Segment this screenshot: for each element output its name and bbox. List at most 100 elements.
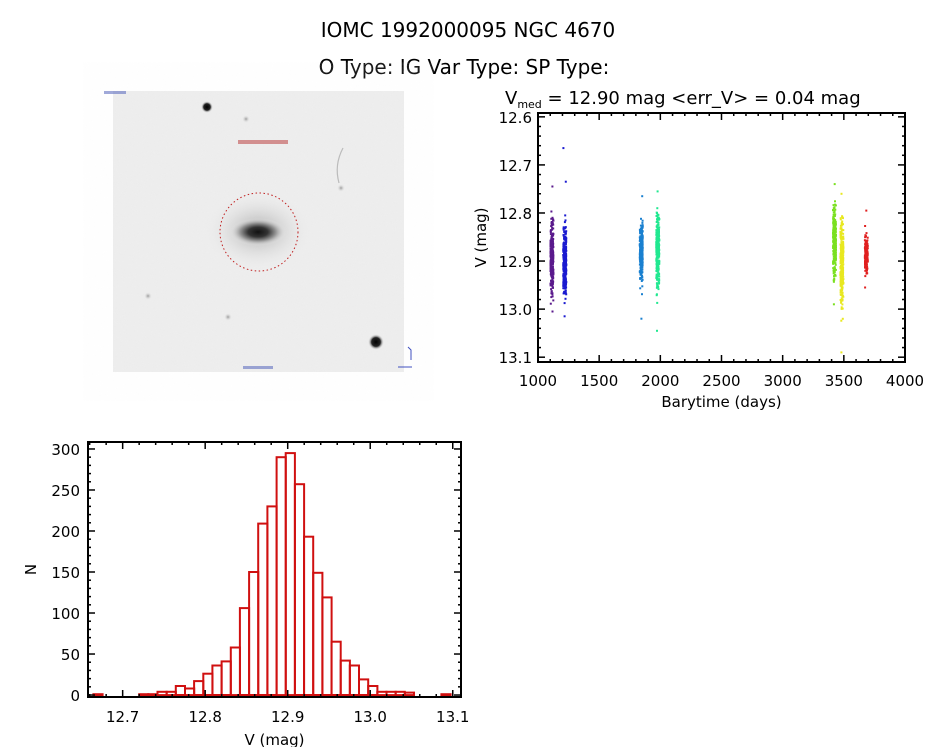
data-point <box>834 223 837 226</box>
data-point <box>865 248 868 251</box>
data-point <box>834 200 836 203</box>
data-point <box>551 254 553 257</box>
x-tick-label: 1000 <box>519 372 557 390</box>
data-point <box>832 213 835 216</box>
data-point <box>563 290 566 293</box>
data-point <box>639 267 642 269</box>
x-tick-label: 4000 <box>886 372 924 390</box>
data-point <box>552 257 555 260</box>
y-tick-label: 13.1 <box>499 349 532 367</box>
data-point <box>656 270 659 273</box>
data-point <box>565 271 568 274</box>
data-point <box>564 256 567 258</box>
data-point <box>834 203 837 206</box>
x-tick-label: 12.7 <box>106 708 139 726</box>
data-point <box>840 267 843 270</box>
histogram-bar <box>138 693 150 697</box>
data-point <box>551 216 554 219</box>
data-point <box>832 250 835 252</box>
star <box>337 184 345 192</box>
data-point <box>842 229 845 232</box>
title-v: V <box>505 88 518 109</box>
data-point <box>655 277 658 280</box>
data-point <box>656 226 659 229</box>
data-point <box>841 237 844 240</box>
data-point <box>564 230 567 233</box>
data-point <box>551 252 553 255</box>
data-point <box>832 232 835 235</box>
data-point <box>641 251 644 254</box>
data-point <box>863 239 866 242</box>
data-point <box>641 224 644 227</box>
data-point <box>841 272 844 275</box>
data-point <box>866 236 869 239</box>
data-point <box>641 285 644 288</box>
histogram-bar <box>312 571 324 696</box>
data-point <box>839 299 842 301</box>
data-point <box>865 242 868 245</box>
data-point <box>865 232 868 235</box>
data-point <box>832 267 835 270</box>
data-point <box>840 261 843 263</box>
data-point <box>562 255 565 257</box>
data-point <box>841 263 844 266</box>
data-point <box>655 229 658 232</box>
data-point <box>656 238 659 241</box>
data-point <box>550 296 553 299</box>
data-point <box>655 263 658 266</box>
data-point <box>657 229 660 232</box>
data-point <box>641 241 644 244</box>
data-point <box>839 217 842 220</box>
data-point <box>641 293 643 296</box>
y-tick-label: 250 <box>51 482 80 500</box>
data-point <box>866 259 869 262</box>
data-point <box>564 290 567 293</box>
star <box>201 101 213 113</box>
data-point <box>655 211 658 214</box>
histogram-bar <box>248 571 260 696</box>
y-axis-label: V (mag) <box>472 207 490 267</box>
histogram-bar <box>174 685 187 696</box>
data-point <box>832 303 835 306</box>
histogram-bar <box>330 640 342 697</box>
data-point <box>832 269 835 272</box>
data-point <box>564 214 567 217</box>
data-point <box>551 226 554 229</box>
histogram-bar <box>266 505 278 696</box>
data-point <box>834 256 837 259</box>
data-point <box>834 262 837 265</box>
histogram-bar <box>321 596 333 697</box>
data-point <box>656 268 659 271</box>
data-point <box>656 301 659 304</box>
data-point <box>549 258 552 261</box>
artifact-arc <box>336 147 344 184</box>
data-point <box>551 268 554 271</box>
data-point <box>563 230 566 233</box>
data-point <box>641 255 644 258</box>
data-point <box>563 283 566 286</box>
histogram-bar <box>193 680 205 696</box>
data-point <box>841 291 844 294</box>
data-point <box>840 351 843 354</box>
data-point <box>833 244 836 247</box>
data-point <box>841 269 844 272</box>
data-point <box>656 228 659 231</box>
data-point <box>833 245 836 248</box>
data-point <box>550 290 553 293</box>
data-point <box>832 216 835 218</box>
data-point <box>641 253 644 256</box>
data-point <box>564 219 567 222</box>
data-point <box>551 295 554 298</box>
data-point <box>655 245 658 248</box>
data-point <box>839 227 842 230</box>
data-point <box>841 298 844 301</box>
data-point <box>564 297 567 300</box>
data-point <box>832 280 835 283</box>
data-point <box>551 221 553 223</box>
data-point <box>841 253 844 256</box>
data-point <box>551 278 554 281</box>
data-point <box>658 218 661 220</box>
data-point <box>834 227 837 230</box>
data-point <box>549 229 552 232</box>
data-point <box>656 329 658 332</box>
